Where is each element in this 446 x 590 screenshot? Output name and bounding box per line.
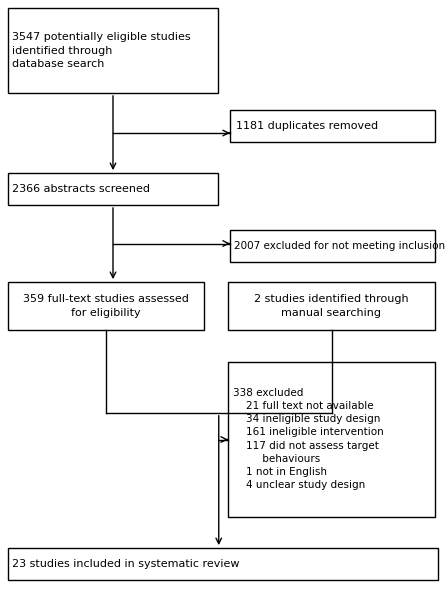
Bar (230, 110, 435, 142)
Text: 2 studies identified through
manual searching: 2 studies identified through manual sear… (254, 294, 408, 317)
Bar (228, 282, 435, 330)
Bar (8, 8, 218, 93)
Text: 359 full-text studies assessed
for eligibility: 359 full-text studies assessed for eligi… (23, 294, 189, 317)
Text: 2366 abstracts screened: 2366 abstracts screened (12, 184, 150, 194)
Text: 2007 excluded for not meeting inclusion criteria: 2007 excluded for not meeting inclusion … (234, 241, 446, 251)
Text: 3547 potentially eligible studies
identified through
database search: 3547 potentially eligible studies identi… (12, 32, 190, 68)
Text: 1181 duplicates removed: 1181 duplicates removed (236, 121, 378, 131)
Text: 338 excluded
    21 full text not available
    34 ineligible study design
    1: 338 excluded 21 full text not available … (233, 388, 384, 490)
Bar (8, 173, 218, 205)
Bar (228, 362, 435, 517)
Bar (8, 282, 204, 330)
Text: 23 studies included in systematic review: 23 studies included in systematic review (12, 559, 240, 569)
Bar (8, 548, 438, 580)
Bar (230, 230, 435, 262)
